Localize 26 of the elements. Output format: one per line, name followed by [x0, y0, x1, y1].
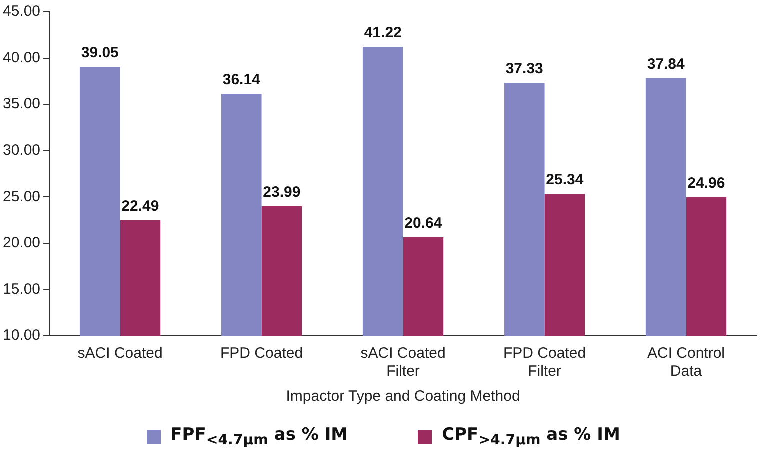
- data-label: 37.84: [647, 56, 686, 73]
- data-label: 20.64: [404, 215, 443, 232]
- legend-label: CPF$_{>4.7μm}$ as % IM: [442, 425, 620, 448]
- y-tick-label: 15.00: [2, 280, 41, 298]
- data-label: 37.33: [506, 60, 544, 78]
- y-tick-label: 25.00: [2, 188, 41, 206]
- y-tick-label: 20.00: [2, 234, 41, 252]
- x-axis-title: Impactor Type and Coating Method: [286, 388, 520, 406]
- data-label: 23.99: [263, 184, 301, 202]
- y-tick-label: 45.00: [2, 3, 41, 20]
- data-label: 41.22: [364, 24, 402, 42]
- x-tick-label: sACI Coated: [78, 345, 163, 362]
- y-tick-label: 35.00: [2, 96, 41, 113]
- legend-label: FPF$_{<4.7μm}$ as % IM: [170, 425, 348, 448]
- data-label: 24.96: [688, 175, 726, 192]
- x-tick-label: sACI Coated Filter: [360, 345, 446, 380]
- x-tick-label: FPD Coated Filter: [503, 345, 586, 380]
- y-tick-label: 10.00: [2, 327, 41, 344]
- data-label: 25.34: [546, 172, 584, 189]
- data-label: 36.14: [222, 72, 262, 89]
- x-tick-label: FPD Coated: [220, 345, 304, 362]
- x-tick-label: ACI Control Data: [647, 345, 726, 380]
- y-tick-label: 40.00: [2, 49, 41, 66]
- data-label: 39.05: [81, 44, 119, 62]
- data-label: 22.49: [122, 198, 160, 216]
- y-tick-label: 30.00: [2, 142, 41, 159]
